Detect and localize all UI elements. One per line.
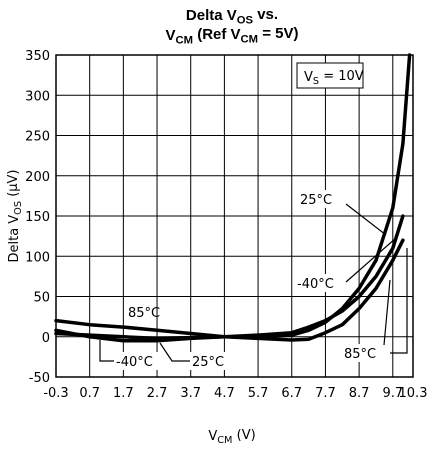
- annotation: VS = 10V: [304, 69, 364, 87]
- text-segment: = 10V: [319, 69, 364, 84]
- annotation: -40°C: [297, 277, 334, 292]
- annotation: 85°C: [128, 306, 160, 321]
- subscript: CM: [176, 34, 194, 46]
- text-segment: (Ref V: [193, 26, 241, 43]
- text-segment: = 5V): [258, 25, 298, 42]
- data-line: [54, 238, 405, 342]
- data-line: [54, 214, 405, 341]
- annotation: 85°C: [344, 347, 376, 362]
- x-tick-label: 5.7: [248, 386, 269, 401]
- x-tick-label: 2.7: [147, 386, 168, 401]
- subscript: OS: [237, 14, 254, 26]
- text-segment: 25°C: [192, 355, 224, 370]
- label-bg: [295, 274, 345, 292]
- annotation: -40°C: [116, 355, 153, 370]
- annotation-box: [296, 62, 364, 89]
- text-segment: 85°C: [128, 306, 160, 321]
- x-tick-label: -0.3: [43, 386, 68, 401]
- annotation: 25°C: [192, 355, 224, 370]
- subscript: CM: [217, 435, 232, 446]
- text-segment: V: [166, 27, 176, 44]
- label-bg: [190, 352, 238, 370]
- x-tick-label: 7.7: [315, 386, 336, 401]
- leader-line: [390, 248, 408, 354]
- text-segment: -40°C: [116, 355, 153, 370]
- y-tick-label: -50: [29, 371, 50, 386]
- text-segment: -40°C: [297, 277, 334, 292]
- x-tick-label: 0.7: [79, 386, 100, 401]
- x-axis-label: VCM (V): [208, 428, 255, 446]
- x-tick-label: 1.7: [113, 386, 134, 401]
- subscript: S: [313, 76, 319, 87]
- leader-line: [345, 237, 397, 283]
- text-segment: V: [304, 70, 313, 85]
- x-tick-label: 8.7: [349, 386, 370, 401]
- x-tick-label: 6.7: [281, 386, 302, 401]
- y-tick-label: 250: [25, 130, 50, 145]
- plot-area: -50 0 50 100 150 200 250 300 350 -0.3 0.7 1.7 2.7 3.7…: [25, 49, 427, 401]
- leader-line: [99, 340, 114, 362]
- x-tick-label: 3.7: [180, 386, 201, 401]
- text-segment: 25°C: [300, 193, 332, 208]
- chart-title: Delta VOS vs.: [186, 6, 278, 27]
- text-segment: Delta V: [186, 7, 237, 24]
- x-tick-label: 9.7: [382, 386, 403, 401]
- leader-line: [383, 279, 391, 346]
- y-tick-label: 100: [25, 250, 50, 265]
- chart-title: VCM (Ref VCM = 5V): [166, 25, 299, 47]
- leader-line: [345, 203, 387, 236]
- y-tick-label: 150: [25, 210, 50, 225]
- label-bg: [114, 352, 164, 370]
- text-segment: vs.: [253, 6, 278, 23]
- y-axis-label: Delta VOS (μV): [6, 169, 24, 262]
- label-bg: [342, 344, 390, 362]
- subscript: OS: [13, 201, 24, 215]
- text-segment: Delta V: [7, 215, 22, 263]
- plot-frame: [55, 54, 414, 378]
- y-tick-label: 0: [42, 331, 50, 346]
- y-tick-label: 350: [25, 49, 50, 64]
- annotation: 25°C: [300, 193, 332, 208]
- y-tick-label: 200: [25, 170, 50, 185]
- leader-line: [159, 342, 190, 362]
- y-tick-label: 300: [25, 89, 50, 104]
- text-segment: V: [208, 429, 217, 444]
- y-tick-label: 50: [33, 291, 50, 306]
- text-segment: 85°C: [344, 347, 376, 362]
- x-tick-label: 10.3: [399, 386, 428, 401]
- subscript: CM: [241, 33, 259, 45]
- x-tick-label: 4.7: [214, 386, 235, 401]
- text-segment: (μV): [6, 169, 21, 200]
- text-segment: (V): [232, 428, 255, 443]
- label-bg: [298, 190, 346, 208]
